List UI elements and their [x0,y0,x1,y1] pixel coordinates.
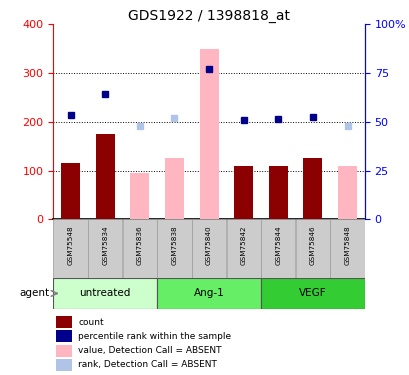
Title: GDS1922 / 1398818_at: GDS1922 / 1398818_at [128,9,290,23]
Text: VEGF: VEGF [299,288,326,298]
Text: GSM75834: GSM75834 [102,226,108,266]
Bar [226,219,260,278]
Bar [191,219,226,278]
Bar [295,219,329,278]
Text: value, Detection Call = ABSENT: value, Detection Call = ABSENT [78,346,221,355]
Text: GSM75836: GSM75836 [137,226,142,266]
Bar [157,278,260,309]
Bar [261,278,364,309]
Text: untreated: untreated [79,288,130,298]
Bar [164,158,184,219]
Bar [56,345,72,357]
Text: GSM75848: GSM75848 [344,226,350,266]
Text: count: count [78,318,103,327]
Text: GSM75842: GSM75842 [240,226,246,266]
Bar [56,358,72,370]
Text: GSM75548: GSM75548 [67,226,74,266]
Bar [53,278,157,309]
Text: Ang-1: Ang-1 [193,288,224,298]
Text: GSM75844: GSM75844 [275,226,281,266]
Bar [261,219,295,278]
Bar [56,330,72,342]
Bar [157,219,191,278]
Bar [56,316,72,328]
Bar [330,219,364,278]
Bar [61,164,80,219]
Bar [130,173,149,219]
Bar [337,166,356,219]
Bar [95,134,115,219]
Text: GSM75840: GSM75840 [206,226,211,266]
Bar [303,158,322,219]
Text: percentile rank within the sample: percentile rank within the sample [78,332,231,341]
Bar [268,166,287,219]
Text: GSM75846: GSM75846 [309,226,315,266]
Bar [88,219,122,278]
Bar [122,219,157,278]
Text: rank, Detection Call = ABSENT: rank, Detection Call = ABSENT [78,360,217,369]
Bar [199,49,218,219]
Text: GSM75838: GSM75838 [171,226,177,266]
Bar [53,219,88,278]
Text: agent: agent [19,288,49,298]
Bar [234,166,253,219]
